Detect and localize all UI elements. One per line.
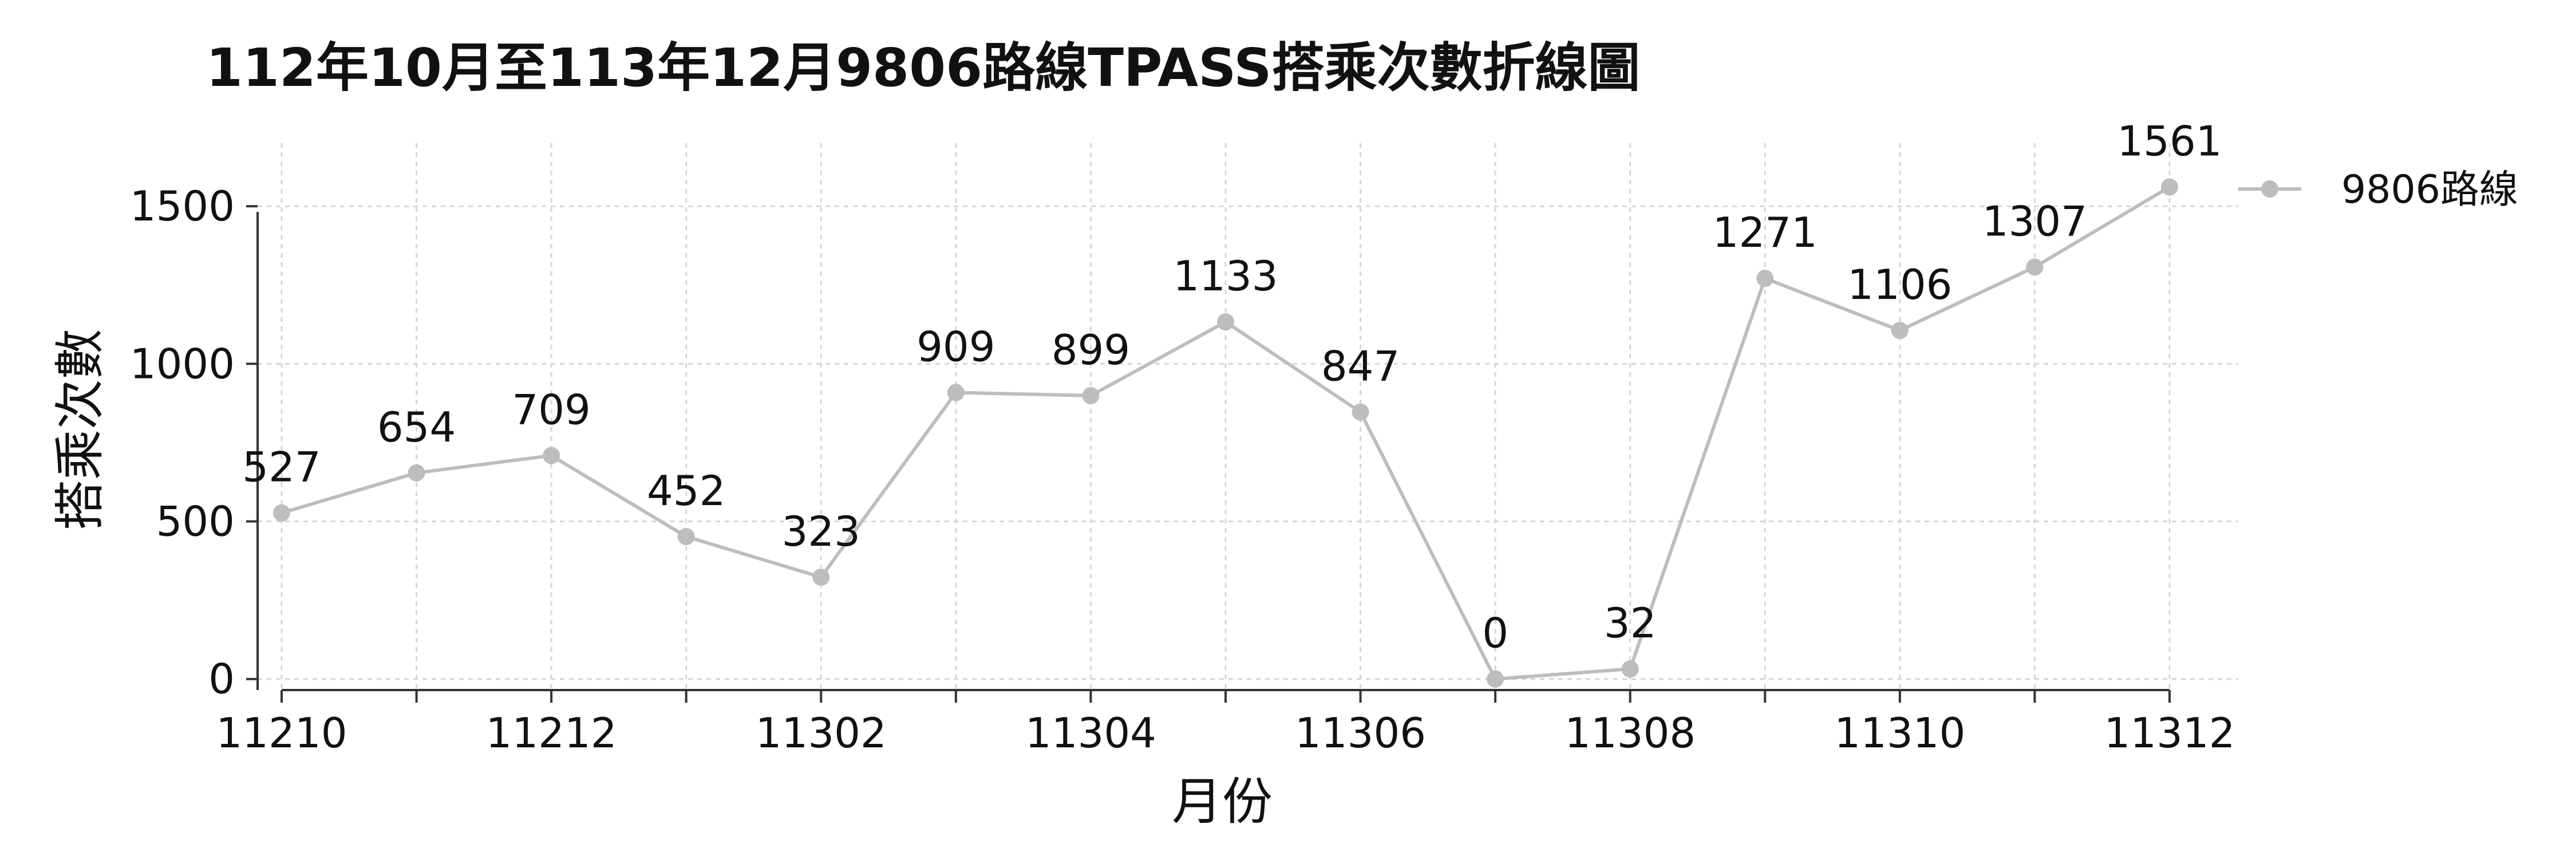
y-tick-label: 1500 xyxy=(130,182,235,230)
x-tick-label: 11308 xyxy=(1564,709,1696,757)
data-point xyxy=(1487,671,1504,688)
chart-title: 112年10月至113年12月9806路線TPASS搭乘次數折線圖 xyxy=(206,37,1641,98)
data-point xyxy=(1217,313,1234,330)
x-tick-label: 11304 xyxy=(1025,709,1156,757)
data-point xyxy=(543,447,560,464)
data-label: 1133 xyxy=(1173,252,1278,300)
labels-layer: 527 654 709 452 323 909 899 1133 847 0 32 1271 1106 1… xyxy=(242,117,2222,657)
data-label: 1106 xyxy=(1847,261,1952,309)
data-point xyxy=(273,505,290,522)
y-axis-label: 搭乘次數 xyxy=(50,329,109,530)
x-tick-label: 11302 xyxy=(756,709,887,757)
data-point xyxy=(1082,387,1099,404)
legend: 9806路線 xyxy=(2238,167,2518,212)
data-label: 909 xyxy=(916,322,995,371)
y-tick-label: 1000 xyxy=(130,340,235,388)
y-tick-label: 0 xyxy=(208,655,235,703)
x-tick-label: 11212 xyxy=(486,709,617,757)
data-point xyxy=(1622,660,1639,677)
legend-marker xyxy=(2261,180,2278,198)
data-label: 709 xyxy=(512,385,590,434)
data-label: 847 xyxy=(1321,342,1400,391)
x-tick-label: 11310 xyxy=(1834,709,1965,757)
data-point xyxy=(2026,258,2043,275)
data-label: 1271 xyxy=(1713,208,1818,257)
x-tick-label: 11306 xyxy=(1295,709,1426,757)
data-point xyxy=(2161,179,2178,196)
data-label: 452 xyxy=(647,467,725,515)
x-axis-label: 月份 xyxy=(1172,772,1273,831)
data-point xyxy=(812,569,829,586)
data-point xyxy=(1352,404,1369,421)
data-label: 1307 xyxy=(1982,197,2087,245)
data-label: 0 xyxy=(1482,609,1508,657)
data-point xyxy=(408,464,425,482)
data-label: 527 xyxy=(242,443,321,491)
data-label: 32 xyxy=(1604,599,1657,647)
data-point xyxy=(1756,270,1773,287)
data-point xyxy=(678,528,695,545)
legend-label: 9806路線 xyxy=(2341,167,2518,212)
data-label: 1561 xyxy=(2117,117,2222,166)
data-label: 323 xyxy=(782,507,860,555)
data-label: 654 xyxy=(377,403,456,451)
data-point xyxy=(947,384,965,401)
data-label: 899 xyxy=(1052,326,1130,374)
data-point xyxy=(1891,322,1909,339)
x-tick-label: 11210 xyxy=(216,709,347,757)
x-tick-label: 11312 xyxy=(2104,709,2235,757)
y-tick-label: 500 xyxy=(156,498,235,546)
